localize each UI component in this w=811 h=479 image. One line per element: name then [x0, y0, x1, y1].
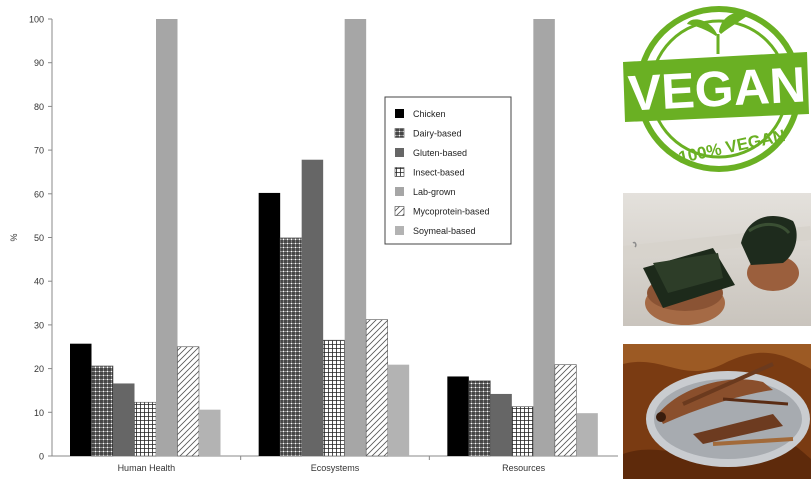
bar-chicken-ecosystems: [258, 192, 281, 456]
bar-lab-grown-ecosystems: [344, 19, 367, 456]
bar-lab-grown-resources: [533, 19, 555, 456]
legend-label: Insect-based: [413, 168, 465, 178]
y-tick-label: 0: [39, 452, 44, 462]
logo-main-text: VEGAN: [627, 56, 807, 121]
vegan-logo-image: VEGAN 100% VEGAN: [621, 2, 811, 177]
legend-label: Chicken: [413, 109, 446, 119]
bar-mycoprotein-based-resources: [554, 364, 577, 457]
legend: Chicken Dairy-based Gluten-based Insect-bas…: [384, 96, 512, 245]
legend-box: [384, 96, 512, 245]
bar-soymeal-based-human-health: [199, 409, 221, 456]
y-tick-label: 60: [34, 189, 44, 199]
bar-chicken-resources: [447, 376, 469, 456]
y-tick-label: 80: [34, 102, 44, 112]
bar-soymeal-based-ecosystems: [387, 364, 410, 456]
bar-mycoprotein-based-ecosystems: [365, 319, 388, 457]
bar-dairy-based-human-health: [91, 365, 114, 457]
fried-grasshoppers-photo: [623, 344, 811, 479]
bar-insect-based-resources: [511, 406, 534, 457]
x-tick-label: Ecosystems: [311, 463, 360, 473]
legend-label: Soymeal-based: [413, 226, 476, 236]
y-tick-label: 40: [34, 277, 44, 287]
legend-swatch: [394, 206, 405, 216]
legend-swatch: [395, 187, 404, 196]
logo-ring-text: 100% VEGAN: [677, 126, 787, 167]
bar-dairy-based-resources: [468, 380, 491, 457]
bar-gluten-based-resources: [490, 393, 512, 456]
y-axis-label: %: [9, 233, 19, 241]
bar-insect-based-human-health: [134, 401, 157, 457]
legend-swatch: [395, 148, 404, 157]
seaweed-snack-photo: [623, 193, 811, 326]
y-tick-label: 90: [34, 58, 44, 68]
bar-chart: 0 10 20 30 40 50 60 70 80 90 100% Human Health Ecosy…: [9, 15, 618, 473]
legend-swatch: [394, 128, 405, 138]
x-tick-label: Human Health: [118, 463, 176, 473]
bars: [70, 19, 598, 457]
y-tick-label: 70: [34, 146, 44, 156]
y-tick-label: 100: [29, 15, 44, 25]
bar-mycoprotein-based-human-health: [177, 346, 200, 457]
legend-swatch: [394, 167, 405, 177]
bar-insect-based-ecosystems: [322, 339, 345, 457]
bar-gluten-based-human-health: [113, 383, 135, 456]
legend-label: Dairy-based: [413, 129, 462, 139]
legend-label: Mycoprotein-based: [413, 207, 490, 217]
y-tick-label: 20: [34, 364, 44, 374]
y-tick-label: 50: [34, 233, 44, 243]
y-tick-label: 30: [34, 320, 44, 330]
legend-swatch: [395, 226, 404, 235]
bar-dairy-based-ecosystems: [279, 237, 302, 457]
legend-label: Lab-grown: [413, 187, 456, 197]
bar-soymeal-based-resources: [576, 413, 598, 456]
bar-chicken-human-health: [70, 343, 92, 456]
legend-label: Gluten-based: [413, 148, 467, 158]
y-tick-label: 10: [34, 408, 44, 418]
bar-gluten-based-ecosystems: [301, 159, 324, 457]
x-tick-label: Resources: [502, 463, 546, 473]
legend-swatch: [395, 109, 404, 118]
bar-lab-grown-human-health: [156, 19, 178, 456]
